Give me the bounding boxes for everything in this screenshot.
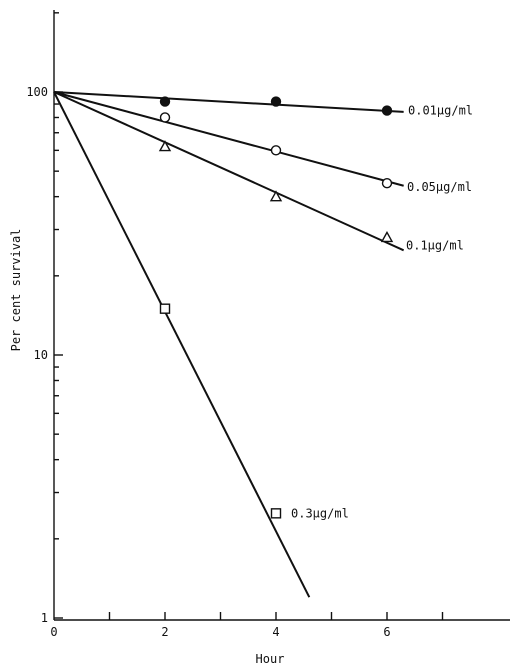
x-tick-label: 2 <box>161 625 168 639</box>
series-label: 0.05µg/ml <box>407 180 472 194</box>
series-label: 0.1µg/ml <box>406 238 464 252</box>
series-label: 0.01µg/ml <box>408 104 473 118</box>
data-point <box>159 112 171 123</box>
data-point <box>381 178 393 189</box>
data-point <box>381 105 393 116</box>
series-label: 0.3µg/ml <box>291 506 349 520</box>
data-point <box>270 96 282 107</box>
x-axis-title: Hour <box>256 652 285 666</box>
series-labels: 0.01µg/ml 0.05µg/ml 0.1µg/ml 0.3µg/ml <box>291 104 473 521</box>
y-tick-label: 1 <box>41 611 48 625</box>
axes: 0 2 4 6 1 10 100 <box>26 10 510 639</box>
fit-line <box>53 91 405 252</box>
data-point <box>159 303 171 314</box>
y-tick-label: 10 <box>34 348 48 362</box>
y-axis-title: Per cent survival <box>9 229 23 352</box>
data-point <box>158 140 172 152</box>
data-point <box>269 190 283 202</box>
data-point <box>380 230 394 243</box>
x-tick-label: 6 <box>383 625 390 639</box>
data-point <box>159 96 171 107</box>
x-tick-label: 4 <box>272 625 279 639</box>
data-point <box>270 145 282 156</box>
fit-lines <box>53 91 405 598</box>
data-markers <box>158 96 394 519</box>
data-point <box>270 508 282 519</box>
x-tick-label: 0 <box>50 625 57 639</box>
fit-line <box>53 91 311 598</box>
fit-line <box>53 91 404 113</box>
fit-line <box>53 91 404 187</box>
y-tick-label: 100 <box>26 85 48 99</box>
